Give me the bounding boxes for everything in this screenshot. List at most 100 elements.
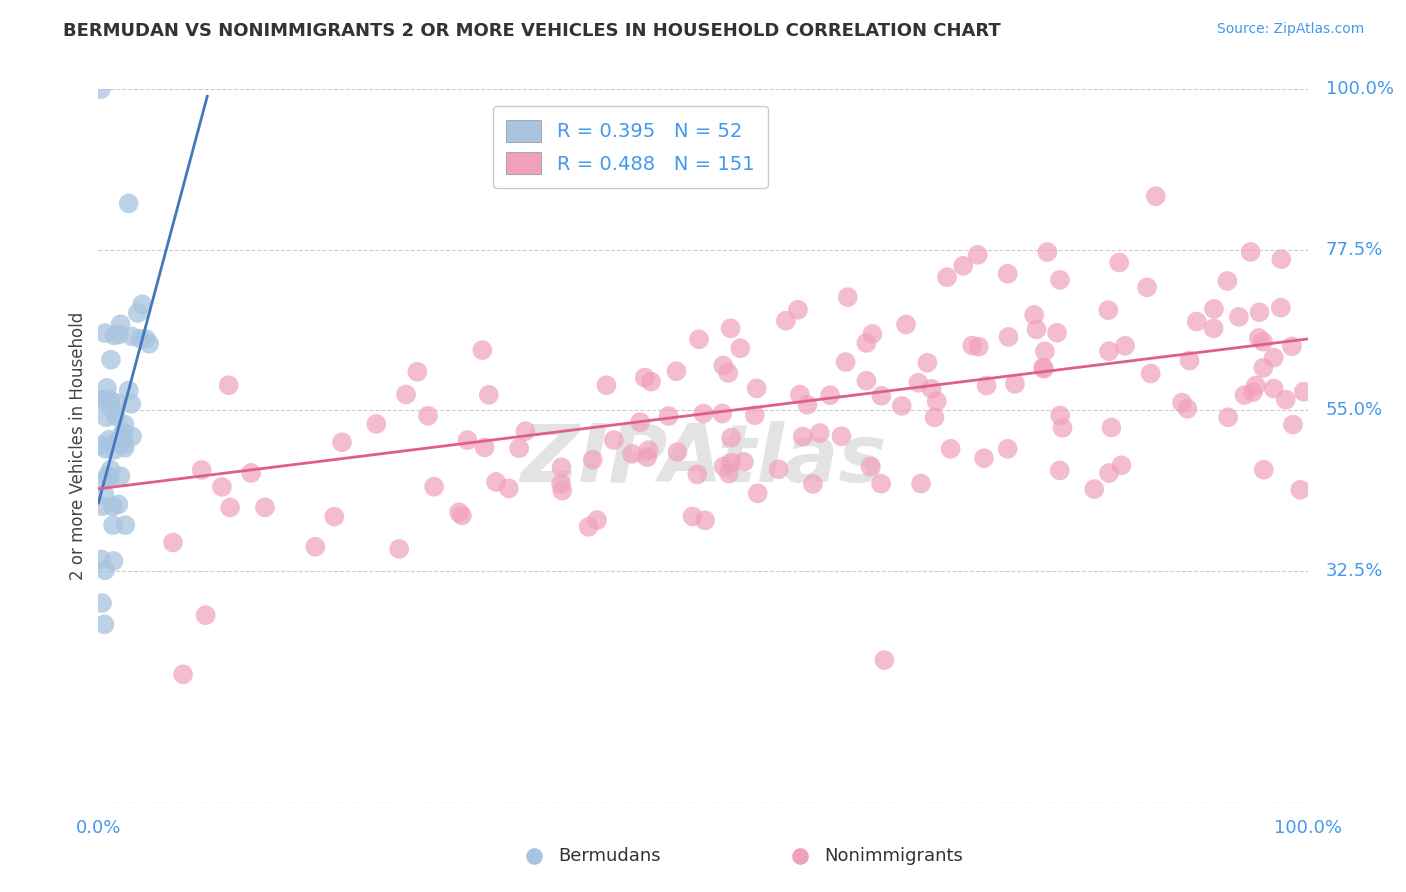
Point <box>515 424 537 438</box>
Point <box>855 374 877 388</box>
Point <box>1270 252 1292 267</box>
Point <box>1178 353 1201 368</box>
Point <box>1097 303 1119 318</box>
Point <box>692 407 714 421</box>
Point <box>1292 384 1315 399</box>
Point <box>253 500 276 515</box>
Point <box>1185 314 1208 328</box>
Point <box>637 443 659 458</box>
Point <box>657 409 679 423</box>
Point <box>105 396 128 410</box>
Point <box>447 505 470 519</box>
Point <box>94 326 117 340</box>
Point <box>720 321 742 335</box>
Point <box>1049 273 1071 287</box>
Point <box>713 459 735 474</box>
Point <box>789 387 811 401</box>
Point <box>967 340 990 354</box>
Point <box>952 259 974 273</box>
Point <box>323 509 346 524</box>
Point <box>96 468 118 483</box>
Point <box>93 617 115 632</box>
Text: ZIPAtlas: ZIPAtlas <box>520 421 886 500</box>
Point <box>551 483 574 498</box>
Point <box>873 653 896 667</box>
Point <box>112 437 135 451</box>
Point <box>94 442 117 456</box>
Point <box>395 387 418 401</box>
Point <box>90 552 112 566</box>
Point <box>636 450 658 465</box>
Point <box>997 330 1019 344</box>
Point <box>1263 351 1285 365</box>
Point <box>939 442 962 456</box>
Point <box>471 343 494 357</box>
Point <box>105 434 128 449</box>
Text: 32.5%: 32.5% <box>1326 562 1384 580</box>
Point <box>640 375 662 389</box>
Text: Source: ZipAtlas.com: Source: ZipAtlas.com <box>1216 22 1364 37</box>
Point <box>1233 388 1256 402</box>
Point <box>1247 331 1270 345</box>
Point <box>860 326 883 341</box>
Point <box>744 408 766 422</box>
Point <box>686 467 709 482</box>
Point <box>688 332 710 346</box>
Point <box>366 417 388 431</box>
Point <box>112 425 135 440</box>
Point <box>1241 384 1264 399</box>
Point <box>101 500 124 514</box>
Point <box>924 410 946 425</box>
Legend: R = 0.395   N = 52, R = 0.488   N = 151: R = 0.395 N = 52, R = 0.488 N = 151 <box>492 106 768 188</box>
Point <box>96 410 118 425</box>
Point <box>96 381 118 395</box>
Point <box>917 356 939 370</box>
Point <box>1032 360 1054 375</box>
Point <box>190 463 212 477</box>
Point <box>634 370 657 384</box>
Point <box>1253 463 1275 477</box>
Point <box>1275 392 1298 407</box>
Point <box>304 540 326 554</box>
Point <box>665 364 688 378</box>
Point <box>111 429 134 443</box>
Text: Bermudans: Bermudans <box>558 847 661 865</box>
Point <box>997 442 1019 456</box>
Point <box>1216 274 1239 288</box>
Point <box>976 378 998 392</box>
Point <box>717 467 740 481</box>
Point <box>789 849 811 863</box>
Point <box>907 376 929 390</box>
Point <box>172 667 194 681</box>
Point <box>91 500 114 514</box>
Point <box>127 306 149 320</box>
Point <box>218 378 240 392</box>
Point <box>818 388 841 402</box>
Point <box>745 381 768 395</box>
Point <box>603 433 626 447</box>
Point <box>219 500 242 515</box>
Point <box>498 481 520 495</box>
Point <box>595 378 617 392</box>
Point <box>111 426 134 441</box>
Point <box>586 513 609 527</box>
Point <box>1004 376 1026 391</box>
Point <box>1227 310 1250 324</box>
Point <box>406 365 429 379</box>
Point <box>100 463 122 477</box>
Text: 100.0%: 100.0% <box>1326 80 1393 98</box>
Point <box>98 471 121 485</box>
Point <box>118 384 141 398</box>
Point <box>1144 189 1167 203</box>
Point <box>110 317 132 331</box>
Point <box>1282 417 1305 432</box>
Point <box>508 441 530 455</box>
Point <box>962 338 984 352</box>
Point <box>1046 326 1069 340</box>
Point <box>1253 360 1275 375</box>
Point <box>921 382 943 396</box>
Point <box>93 487 115 501</box>
Point <box>94 392 117 406</box>
Point <box>94 563 117 577</box>
Point <box>550 476 572 491</box>
